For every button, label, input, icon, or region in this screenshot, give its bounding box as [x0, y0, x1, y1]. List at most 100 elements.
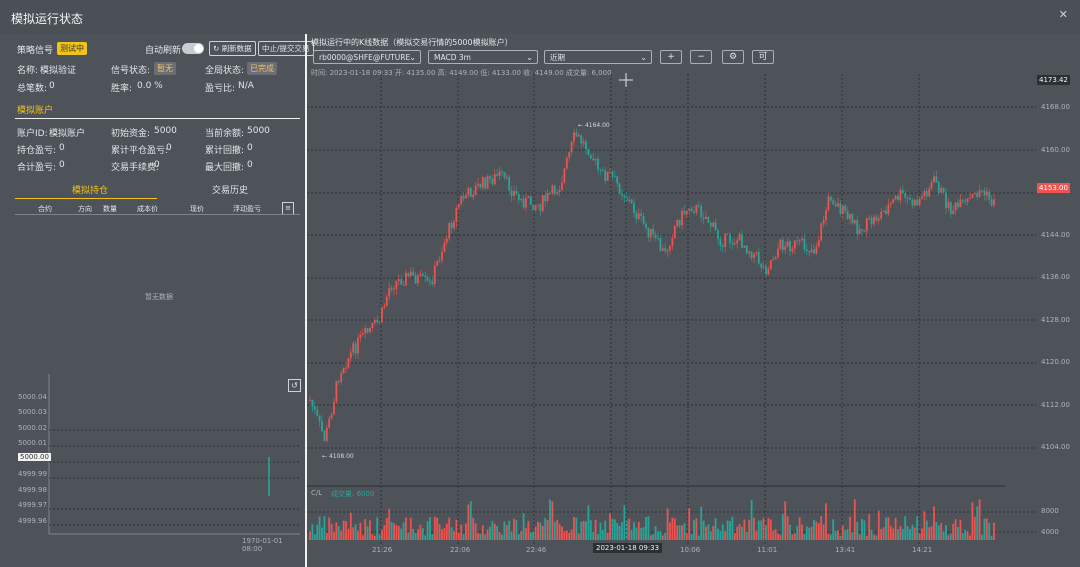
refresh-button[interactable]: ↻ 刷新数据 [209, 41, 256, 56]
zoom-out-button[interactable]: − [690, 50, 712, 64]
volume-bar [491, 521, 494, 540]
volume-bar [441, 529, 443, 540]
volume-bar [412, 529, 415, 540]
equity-y-tick: 5000.03 [18, 408, 47, 416]
volume-bar [964, 529, 967, 540]
tab-positions[interactable]: 模拟持仓 [72, 186, 109, 196]
candle-body [558, 190, 561, 193]
time-x-tick: 13:41 [835, 546, 856, 554]
trades-value: 0 [49, 81, 55, 91]
candle-body [318, 415, 321, 422]
candle-body [952, 210, 955, 215]
candle-body [894, 196, 897, 200]
candle-body [810, 249, 813, 253]
candle-body [429, 280, 431, 282]
volume-bar [909, 529, 911, 540]
volume-bar [748, 519, 751, 540]
open-pnl-label: 持仓盈亏: [17, 146, 57, 156]
volume-bar [652, 534, 655, 540]
volume-bar [966, 531, 969, 540]
auto-refresh-toggle[interactable] [182, 43, 204, 54]
candle-body [897, 196, 899, 201]
pnl-ratio-label: 盈亏比: [205, 84, 236, 94]
winrate-value: 0.0 % [137, 81, 163, 91]
candle-body [621, 193, 623, 196]
volume-caption: 成交量: 6000 [331, 490, 375, 498]
volume-bar [561, 526, 563, 540]
candle-body [985, 191, 988, 196]
close-icon[interactable]: ✕ [1058, 8, 1068, 21]
candle-body [861, 229, 863, 231]
zoom-in-button[interactable]: + [660, 50, 682, 64]
volume-bar [688, 508, 691, 540]
volume-bar [309, 531, 311, 540]
volume-bar [721, 524, 724, 540]
volume-bar [774, 529, 777, 540]
candle-body [825, 210, 827, 221]
candle-body [964, 200, 967, 202]
candle-body [748, 251, 751, 253]
volume-bar [630, 530, 633, 540]
candle-body [945, 192, 947, 208]
equity-reset-icon[interactable]: ↺ [288, 379, 301, 392]
refresh-icon: ↻ [213, 44, 220, 53]
more-button[interactable]: 可 [752, 50, 774, 64]
volume-bar [717, 528, 719, 540]
current-price-label: 4153.00 [1037, 183, 1070, 193]
candle-body [625, 197, 628, 201]
settings-button[interactable]: ⚙ [722, 50, 744, 64]
volume-bar [678, 525, 681, 540]
volume-bar [378, 534, 381, 540]
price-y-tick: 4112.00 [1041, 401, 1070, 409]
volume-bar [397, 525, 400, 540]
volume-bar [457, 532, 460, 540]
candle-body [779, 239, 782, 249]
candle-body [990, 199, 993, 206]
candle-body [474, 185, 477, 195]
panel-divider[interactable] [305, 34, 307, 567]
candle-body [642, 215, 645, 224]
volume-bar [431, 534, 434, 540]
fees-label: 交易手续费: [111, 163, 160, 173]
volume-bar [357, 530, 359, 540]
volume-bar [347, 528, 350, 540]
period-select[interactable]: 近期 ⌄ [544, 50, 652, 64]
volume-bar [472, 517, 475, 540]
tab-trade-history[interactable]: 交易历史 [212, 186, 249, 196]
volume-bar [973, 516, 976, 540]
volume-bar [693, 520, 695, 540]
volume-bar [323, 516, 326, 540]
volume-bar [532, 531, 535, 540]
volume-bar [822, 524, 825, 540]
symbol-select[interactable]: rb0000@SHFE@FUTURE ⌄ [313, 50, 421, 64]
max-loss-label: 最大回撤: [205, 163, 245, 173]
volume-bar [815, 521, 818, 540]
sim-control-button[interactable]: 中止/提交交易 [258, 41, 314, 56]
equity-y-tick: 5000.02 [18, 424, 47, 432]
time-x-tick: 22:46 [526, 546, 547, 554]
candle-body [853, 220, 856, 224]
volume-bar [489, 526, 491, 540]
indicator-select[interactable]: MACD 3m ⌄ [428, 50, 538, 64]
volume-bar [772, 530, 775, 540]
candle-body [549, 192, 551, 194]
trades-label: 总笔数: [17, 84, 48, 94]
equity-y-tick: 5000.04 [18, 393, 47, 401]
volume-bar [366, 526, 369, 540]
volume-bar [546, 520, 549, 540]
volume-bar [755, 530, 758, 540]
volume-bar [556, 519, 559, 540]
volume-bar [901, 528, 904, 540]
candle-body [633, 203, 635, 213]
candle-body [419, 274, 422, 276]
volume-bar [906, 526, 909, 540]
volume-bar [575, 517, 578, 540]
candle-body [467, 187, 470, 196]
volume-bar [349, 512, 352, 540]
candle-body [570, 141, 573, 153]
candle-body [875, 216, 878, 221]
candle-body [421, 274, 424, 276]
volume-bar [549, 499, 551, 540]
candle-body [594, 158, 597, 161]
